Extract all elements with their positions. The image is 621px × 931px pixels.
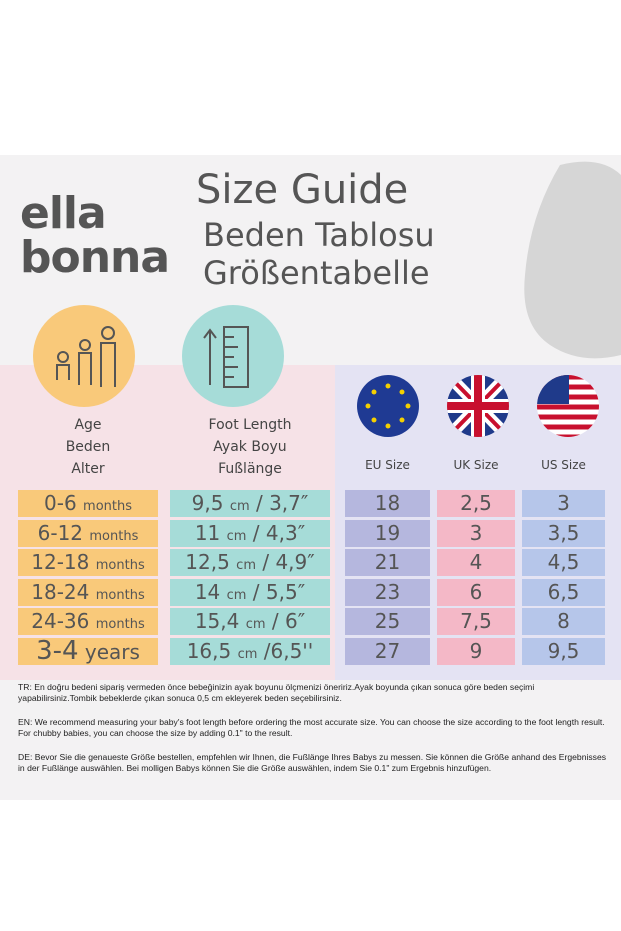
table-cell: 12,5 cm / 4,9″ (170, 549, 330, 576)
table-cell: 9,5 (522, 637, 605, 665)
logo-line: ella (20, 188, 107, 239)
cell-text: cm (229, 499, 250, 514)
cell-text: 0-6 (44, 491, 77, 515)
table-cell: 7,5 (437, 608, 515, 635)
column-header: EU Size (365, 458, 410, 472)
cell-text: cm (226, 528, 247, 544)
cell-text: 16,5 (186, 638, 232, 663)
cell-text: 12-18 (31, 550, 90, 574)
table-cell: 3 (522, 490, 605, 517)
note: DE: Bevor Sie die genaueste Größe bestel… (18, 752, 607, 773)
header-line: Ayak Boyu (213, 439, 287, 455)
table-cell: 11 cm / 4,3″ (170, 519, 330, 547)
column-header: US Size (541, 458, 586, 472)
note: TR: En doğru bedeni sipariş vermeden önc… (18, 682, 535, 703)
cell-text: / 6″ (271, 609, 306, 633)
ruler-icon (182, 305, 284, 407)
cell-text: cm (237, 646, 258, 662)
cell-text: months (89, 528, 139, 544)
cell-text: /6,5'' (263, 638, 314, 663)
table-cell: 4 (437, 549, 515, 576)
header-line: Fußlänge (218, 461, 282, 477)
table-cell: 18 (345, 490, 430, 517)
column-header: UK Size (453, 458, 499, 472)
subtitle: Beden Tablosu (203, 216, 435, 254)
cell-text: 14 (194, 579, 221, 604)
cell-text: 18-24 (31, 579, 90, 604)
cell-text: 12,5 (185, 550, 230, 574)
table-cell: 3,5 (522, 519, 605, 547)
cell-text: cm (236, 558, 256, 573)
title: Size Guide (196, 167, 409, 213)
table-cell: 23 (345, 578, 430, 606)
table-cell: 3 (437, 519, 515, 547)
table-cell: 9 (437, 637, 515, 665)
header-line: Alter (71, 461, 105, 477)
age-icon (33, 305, 135, 407)
cell-text: 6-12 (37, 520, 84, 545)
subtitle: Größentabelle (203, 254, 430, 292)
cell-text: 3-4 (36, 635, 79, 666)
note: EN: We recommend measuring your baby's f… (18, 717, 605, 738)
cell-text: / 5,5″ (252, 579, 306, 604)
header-line: Foot Length (208, 417, 292, 433)
table-cell: 15,4 cm / 6″ (170, 608, 330, 635)
table-cell: 8 (522, 608, 605, 635)
table-cell: 4,5 (522, 549, 605, 576)
cell-text: years (84, 639, 140, 664)
cell-text: / 4,3″ (252, 520, 306, 545)
cell-text: 9,5 (191, 491, 224, 515)
table-cell: 21 (345, 549, 430, 576)
header-line: Age (74, 417, 102, 433)
cell-text: cm (226, 587, 247, 603)
cell-text: months (83, 499, 132, 514)
column-header: Age Beden Alter (18, 414, 158, 480)
table-cell: 19 (345, 519, 430, 547)
table-cell: 6,5 (522, 578, 605, 606)
cell-text: cm (245, 617, 266, 632)
table-cell: 25 (345, 608, 430, 635)
table-cell: 24-36 months (18, 608, 158, 635)
cell-text: 24-36 (31, 609, 90, 633)
table-cell: 0-6 months (18, 490, 158, 517)
table-cell: 12-18 months (18, 549, 158, 576)
cell-text: months (95, 558, 145, 573)
cell-text: months (95, 617, 145, 632)
notes: TR: En doğru bedeni sipariş vermeden önc… (18, 682, 608, 787)
table-cell: 6 (437, 578, 515, 606)
logo-line: bonna (20, 232, 170, 283)
table-cell: 9,5 cm / 3,7″ (170, 490, 330, 517)
table-cell: 6-12 months (18, 519, 158, 547)
table-cell: 14 cm / 5,5″ (170, 578, 330, 606)
table-cell: 3-4 years (18, 635, 158, 666)
flags (357, 375, 599, 437)
cell-text: 15,4 (194, 609, 240, 633)
table-cell: 2,5 (437, 490, 515, 517)
header-line: Beden (65, 439, 111, 455)
cell-text: / 4,9″ (262, 550, 315, 574)
bootie-illustration (524, 161, 621, 359)
cell-text: / 3,7″ (255, 491, 309, 515)
table-cell: 27 (345, 637, 430, 665)
column-header: Foot Length Ayak Boyu Fußlänge (170, 414, 330, 480)
cell-text: 11 (194, 520, 221, 545)
table-cell: 18-24 months (18, 578, 158, 606)
table-cell: 16,5 cm /6,5'' (170, 637, 330, 665)
cell-text: months (95, 587, 145, 603)
